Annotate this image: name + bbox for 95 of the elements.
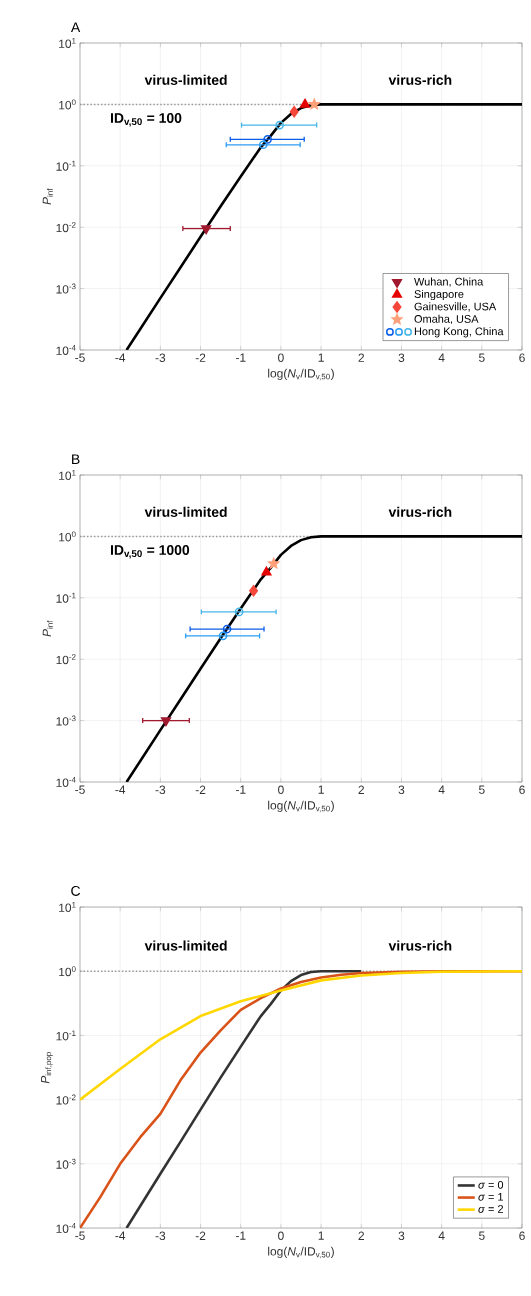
x-tick-label: -1 — [235, 353, 246, 362]
x-tick-label: -2 — [195, 353, 206, 362]
y-tick-label: 10$^{1}$ — [59, 470, 76, 480]
legend-label: σ = 1 — [478, 1193, 504, 1201]
x-axis-title: log(N$_{v}$/ID$_{v,50}$) — [268, 1246, 334, 1259]
y-tick-label: 10$^{1}$ — [59, 38, 76, 48]
annotation: virus-limited — [144, 940, 227, 951]
chart-title: B — [72, 454, 80, 464]
legend-label: Singapore — [414, 289, 464, 301]
annotation: ID$_{v,50}$ = 100 — [110, 113, 182, 127]
x-tick-label: -3 — [155, 353, 166, 362]
y-tick-label: 10$^{1}$ — [59, 902, 76, 912]
y-tick-label: 10$^{0}$ — [59, 966, 76, 977]
annotation: ID$_{v,50}$ = 1000 — [110, 545, 190, 559]
point — [218, 631, 228, 641]
x-tick-label: -2 — [195, 785, 206, 794]
x-tick-label: 0 — [278, 785, 284, 794]
chart-title: A — [70, 22, 81, 32]
point — [261, 566, 272, 576]
x-tick-label: 4 — [438, 1231, 445, 1240]
x-tick-label: 1 — [318, 1231, 324, 1240]
x-tick-label: -5 — [75, 785, 85, 794]
point — [258, 140, 268, 150]
x-tick-label: -4 — [115, 785, 126, 794]
annotation: virus-rich — [388, 74, 452, 85]
x-tick-label: 3 — [398, 785, 405, 794]
x-tick-label: -4 — [115, 1231, 126, 1240]
x-tick-label: -5 — [75, 353, 85, 362]
x-tick-label: 6 — [519, 353, 525, 362]
y-tick-label: 10$^{-4}$ — [56, 777, 76, 787]
x-tick-label: 4 — [438, 353, 445, 362]
point — [234, 607, 244, 617]
legend-label: Omaha, USA — [414, 314, 479, 325]
x-tick-label: 5 — [478, 1231, 485, 1240]
point — [268, 557, 280, 569]
x-tick-label: 5 — [478, 353, 485, 362]
y-tick-label: 10$^{-1}$ — [56, 1030, 76, 1041]
annotation: virus-rich — [388, 940, 452, 951]
y-tick-label: 10$^{-4}$ — [56, 345, 76, 355]
legend-label: σ = 2 — [478, 1205, 503, 1213]
x-tick-label: -4 — [115, 353, 126, 362]
x-tick-label: 5 — [478, 785, 485, 794]
x-tick-label: 4 — [438, 785, 445, 794]
y-tick-label: 10$^{-1}$ — [56, 160, 76, 171]
y-axis-title: P$_{inf}$ — [42, 620, 53, 637]
y-tick-label: 10$^{0}$ — [59, 99, 76, 110]
chart-title: C — [71, 886, 81, 896]
annotation: virus-limited — [144, 74, 227, 85]
x-tick-label: 2 — [358, 785, 364, 794]
y-tick-label: 10$^{-3}$ — [56, 283, 76, 294]
x-tick-label: -3 — [155, 785, 166, 794]
legend-label: Hong Kong, China — [414, 327, 504, 338]
x-tick-label: -3 — [155, 1231, 166, 1240]
x-tick-label: 6 — [519, 785, 525, 794]
x-tick-label: -2 — [195, 1231, 206, 1240]
y-tick-label: 10$^{-4}$ — [56, 1223, 76, 1233]
y-tick-label: 10$^{0}$ — [59, 531, 76, 542]
point — [160, 717, 172, 727]
x-tick-label: 3 — [398, 1231, 405, 1240]
x-tick-label: 2 — [358, 1231, 364, 1240]
y-axis-title: P$_{inf,pop}$ — [41, 1052, 53, 1084]
point — [289, 105, 299, 118]
x-axis-title: log(N$_{v}$/ID$_{v,50}$) — [268, 800, 334, 813]
annotation: virus-limited — [144, 506, 227, 517]
x-tick-label: 2 — [358, 353, 364, 362]
point — [263, 134, 272, 144]
point — [299, 98, 311, 108]
x-tick-label: 1 — [318, 353, 324, 362]
y-tick-label: 10$^{-1}$ — [56, 592, 76, 603]
x-tick-label: 6 — [519, 1231, 525, 1240]
y-axis-title: P$_{inf}$ — [42, 188, 53, 205]
line-series — [80, 969, 522, 1101]
point — [222, 624, 232, 634]
legend-label: σ = 0 — [478, 1180, 504, 1189]
x-tick-label: 1 — [318, 785, 324, 794]
line-series — [125, 969, 363, 1229]
x-tick-label: 0 — [278, 353, 284, 362]
x-tick-label: -1 — [235, 1231, 246, 1240]
point — [201, 225, 212, 235]
y-tick-label: 10$^{-2}$ — [56, 222, 76, 233]
y-tick-label: 10$^{-2}$ — [56, 654, 76, 665]
annotation: virus-rich — [388, 506, 452, 517]
y-tick-label: 10$^{-3}$ — [56, 1158, 76, 1169]
x-tick-label: 0 — [278, 1231, 284, 1240]
legend-label: Gainesville, USA — [414, 302, 497, 312]
point — [249, 585, 259, 597]
x-tick-label: -1 — [235, 785, 246, 794]
point — [275, 120, 285, 130]
point — [308, 98, 320, 110]
x-axis-title: log(N$_{v}$/ID$_{v,50}$) — [268, 368, 334, 381]
y-tick-label: 10$^{-3}$ — [56, 715, 76, 726]
legend-label: Wuhan, China — [414, 277, 484, 287]
y-tick-label: 10$^{-2}$ — [56, 1094, 76, 1105]
x-tick-label: 3 — [398, 353, 405, 362]
x-tick-label: -5 — [75, 1231, 85, 1240]
